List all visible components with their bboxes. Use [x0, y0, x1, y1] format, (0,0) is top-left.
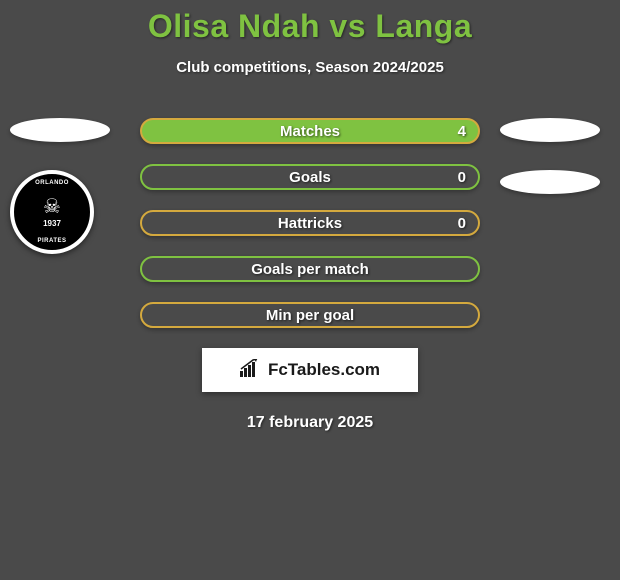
- chart-icon: [240, 359, 262, 382]
- stat-value: 0: [458, 169, 466, 186]
- placeholder-ellipse: [500, 170, 600, 194]
- stat-row: Goals per match: [140, 256, 480, 282]
- stat-rows: Matches 4 Goals 0 Hattricks 0 Goals per match M…: [140, 118, 480, 328]
- stat-row: Goals 0: [140, 164, 480, 190]
- stat-label: Matches: [280, 123, 340, 140]
- left-column: ORLANDO ☠ 1937 PIRATES: [10, 118, 110, 254]
- stat-value: 0: [458, 215, 466, 232]
- date-text: 17 february 2025: [0, 414, 620, 432]
- infographic-container: Olisa Ndah vs Langa Club competitions, S…: [0, 0, 620, 432]
- right-column: [500, 118, 600, 222]
- badge-text-top: ORLANDO: [35, 180, 69, 186]
- stat-label: Min per goal: [266, 307, 354, 324]
- placeholder-ellipse: [500, 118, 600, 142]
- stat-label: Hattricks: [278, 215, 342, 232]
- stat-value: 4: [458, 123, 466, 140]
- badge-year: 1937: [43, 219, 61, 228]
- brand-logo-box: FcTables.com: [202, 348, 418, 392]
- page-title: Olisa Ndah vs Langa: [0, 8, 620, 45]
- skull-icon: ☠: [43, 197, 61, 217]
- stat-row: Hattricks 0: [140, 210, 480, 236]
- badge-text-bottom: PIRATES: [37, 238, 66, 244]
- badge-inner: ORLANDO ☠ 1937 PIRATES: [14, 174, 90, 250]
- brand-name: FcTables.com: [268, 360, 380, 380]
- placeholder-ellipse: [10, 118, 110, 142]
- stat-label: Goals: [289, 169, 331, 186]
- stat-row: Min per goal: [140, 302, 480, 328]
- subtitle: Club competitions, Season 2024/2025: [0, 59, 620, 76]
- stats-area: ORLANDO ☠ 1937 PIRATES Matches4Goals0Hat…: [0, 118, 620, 432]
- club-badge: ORLANDO ☠ 1937 PIRATES: [10, 170, 94, 254]
- stat-label: Goals per match: [251, 261, 369, 278]
- stat-row: Matches 4: [140, 118, 480, 144]
